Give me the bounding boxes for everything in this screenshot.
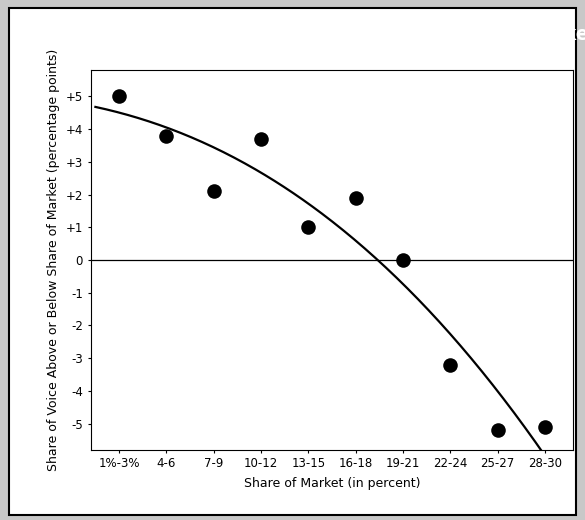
Point bbox=[493, 426, 503, 434]
Point bbox=[304, 223, 313, 231]
X-axis label: Share of Market (in percent): Share of Market (in percent) bbox=[244, 477, 420, 490]
Point bbox=[256, 135, 266, 143]
Point bbox=[209, 187, 218, 196]
Text: Curve Comparing Share of Voice with Share of Market: Curve Comparing Share of Voice with Shar… bbox=[27, 25, 585, 44]
Point bbox=[446, 360, 455, 369]
Point bbox=[351, 193, 360, 202]
Y-axis label: Share of Voice Above or Below Share of Market (percentage points): Share of Voice Above or Below Share of M… bbox=[47, 49, 60, 471]
Point bbox=[161, 132, 171, 140]
Point bbox=[115, 92, 124, 100]
Point bbox=[398, 256, 408, 264]
Point bbox=[540, 423, 549, 431]
